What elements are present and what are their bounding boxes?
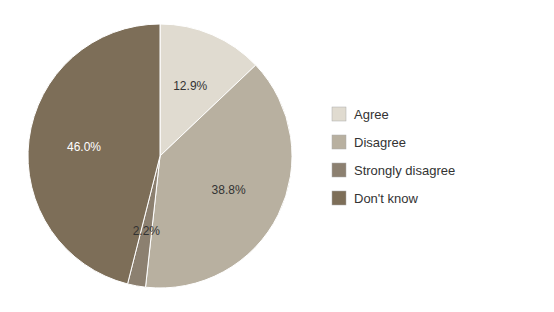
legend-label: Strongly disagree [354,163,455,178]
chart: 12.9% 38.8% 2.2% 46.0% Agree Disagree Strongly… [0,0,554,312]
legend-item: Disagree [332,135,406,150]
legend-label: Don't know [354,191,419,206]
legend-item: Don't know [332,191,419,206]
pie: 12.9% 38.8% 2.2% 46.0% [28,24,292,288]
legend-swatch [332,107,346,121]
data-label: 46.0% [67,140,101,154]
legend: Agree Disagree Strongly disagree Don't know [332,107,455,206]
legend-item: Agree [332,107,389,122]
legend-swatch [332,191,346,205]
data-label: 2.2% [133,224,161,238]
slices [28,24,292,288]
slice [146,65,292,288]
legend-swatch [332,163,346,177]
data-label: 38.8% [212,183,246,197]
legend-swatch [332,135,346,149]
legend-item: Strongly disagree [332,163,455,178]
slice [28,24,160,284]
legend-label: Disagree [354,135,406,150]
legend-label: Agree [354,107,389,122]
data-label: 12.9% [173,79,207,93]
data-labels: 12.9% 38.8% 2.2% 46.0% [67,79,246,239]
